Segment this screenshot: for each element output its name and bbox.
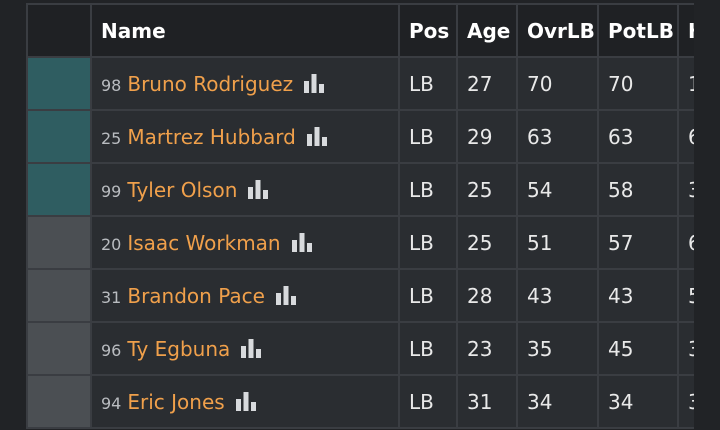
jersey-number: 94 bbox=[101, 393, 122, 413]
pot-cell: 57 bbox=[597, 215, 679, 270]
age-cell: 25 bbox=[456, 215, 518, 270]
age-cell: 28 bbox=[456, 268, 518, 323]
ovr-cell: 63 bbox=[516, 109, 599, 164]
header-pot[interactable]: PotLB bbox=[597, 3, 679, 58]
bar-chart-icon[interactable] bbox=[275, 285, 297, 305]
pos-cell: LB bbox=[398, 215, 458, 270]
pot-cell: 34 bbox=[597, 374, 679, 429]
player-name-cell: 94 Eric Jones bbox=[90, 374, 400, 429]
jersey-number: 20 bbox=[101, 234, 122, 254]
player-name-cell: 25 Martrez Hubbard bbox=[90, 109, 400, 164]
header-row: Name Pos Age OvrLB PotLB H bbox=[26, 3, 719, 58]
age-cell: 31 bbox=[456, 374, 518, 429]
bar-chart-icon[interactable] bbox=[303, 73, 325, 93]
bar-chart-icon[interactable] bbox=[235, 391, 257, 411]
viewport-edge bbox=[694, 0, 720, 430]
player-name-cell: 96 Ty Egbuna bbox=[90, 321, 400, 376]
drag-handle[interactable] bbox=[26, 374, 92, 429]
bar-chart-icon[interactable] bbox=[291, 232, 313, 252]
jersey-number: 25 bbox=[101, 128, 122, 148]
jersey-number: 31 bbox=[101, 287, 122, 307]
pos-cell: LB bbox=[398, 162, 458, 217]
pot-cell: 45 bbox=[597, 321, 679, 376]
age-cell: 27 bbox=[456, 56, 518, 111]
bar-chart-icon[interactable] bbox=[240, 338, 262, 358]
drag-handle[interactable] bbox=[26, 162, 92, 217]
player-name-link[interactable]: Tyler Olson bbox=[127, 177, 238, 202]
drag-handle[interactable] bbox=[26, 109, 92, 164]
age-cell: 25 bbox=[456, 162, 518, 217]
pot-cell: 58 bbox=[597, 162, 679, 217]
pos-cell: LB bbox=[398, 268, 458, 323]
age-cell: 29 bbox=[456, 109, 518, 164]
pot-cell: 63 bbox=[597, 109, 679, 164]
pos-cell: LB bbox=[398, 374, 458, 429]
player-name-link[interactable]: Ty Egbuna bbox=[127, 336, 231, 361]
bar-chart-icon[interactable] bbox=[306, 126, 328, 146]
ovr-cell: 35 bbox=[516, 321, 599, 376]
header-name[interactable]: Name bbox=[90, 3, 400, 58]
ovr-cell: 43 bbox=[516, 268, 599, 323]
header-pos[interactable]: Pos bbox=[398, 3, 458, 58]
header-age[interactable]: Age bbox=[456, 3, 518, 58]
pos-cell: LB bbox=[398, 321, 458, 376]
player-name-link[interactable]: Bruno Rodriguez bbox=[127, 71, 294, 96]
player-name-link[interactable]: Brandon Pace bbox=[127, 283, 265, 308]
player-name-cell: 20 Isaac Workman bbox=[90, 215, 400, 270]
player-name-cell: 98 Bruno Rodriguez bbox=[90, 56, 400, 111]
bar-chart-icon[interactable] bbox=[247, 179, 269, 199]
ovr-cell: 54 bbox=[516, 162, 599, 217]
ovr-cell: 34 bbox=[516, 374, 599, 429]
player-name-link[interactable]: Eric Jones bbox=[127, 389, 225, 414]
pot-cell: 70 bbox=[597, 56, 679, 111]
pos-cell: LB bbox=[398, 109, 458, 164]
drag-handle[interactable] bbox=[26, 215, 92, 270]
player-name-link[interactable]: Martrez Hubbard bbox=[127, 124, 296, 149]
player-name-cell: 31 Brandon Pace bbox=[90, 268, 400, 323]
age-cell: 23 bbox=[456, 321, 518, 376]
drag-handle[interactable] bbox=[26, 321, 92, 376]
jersey-number: 99 bbox=[101, 181, 122, 201]
header-marker bbox=[26, 3, 92, 58]
jersey-number: 98 bbox=[101, 75, 122, 95]
ovr-cell: 51 bbox=[516, 215, 599, 270]
player-name-cell: 99 Tyler Olson bbox=[90, 162, 400, 217]
pos-cell: LB bbox=[398, 56, 458, 111]
header-ovr[interactable]: OvrLB bbox=[516, 3, 599, 58]
drag-handle[interactable] bbox=[26, 268, 92, 323]
jersey-number: 96 bbox=[101, 340, 122, 360]
pot-cell: 43 bbox=[597, 268, 679, 323]
drag-handle[interactable] bbox=[26, 56, 92, 111]
player-name-link[interactable]: Isaac Workman bbox=[127, 230, 281, 255]
top-edge bbox=[26, 0, 694, 3]
ovr-cell: 70 bbox=[516, 56, 599, 111]
